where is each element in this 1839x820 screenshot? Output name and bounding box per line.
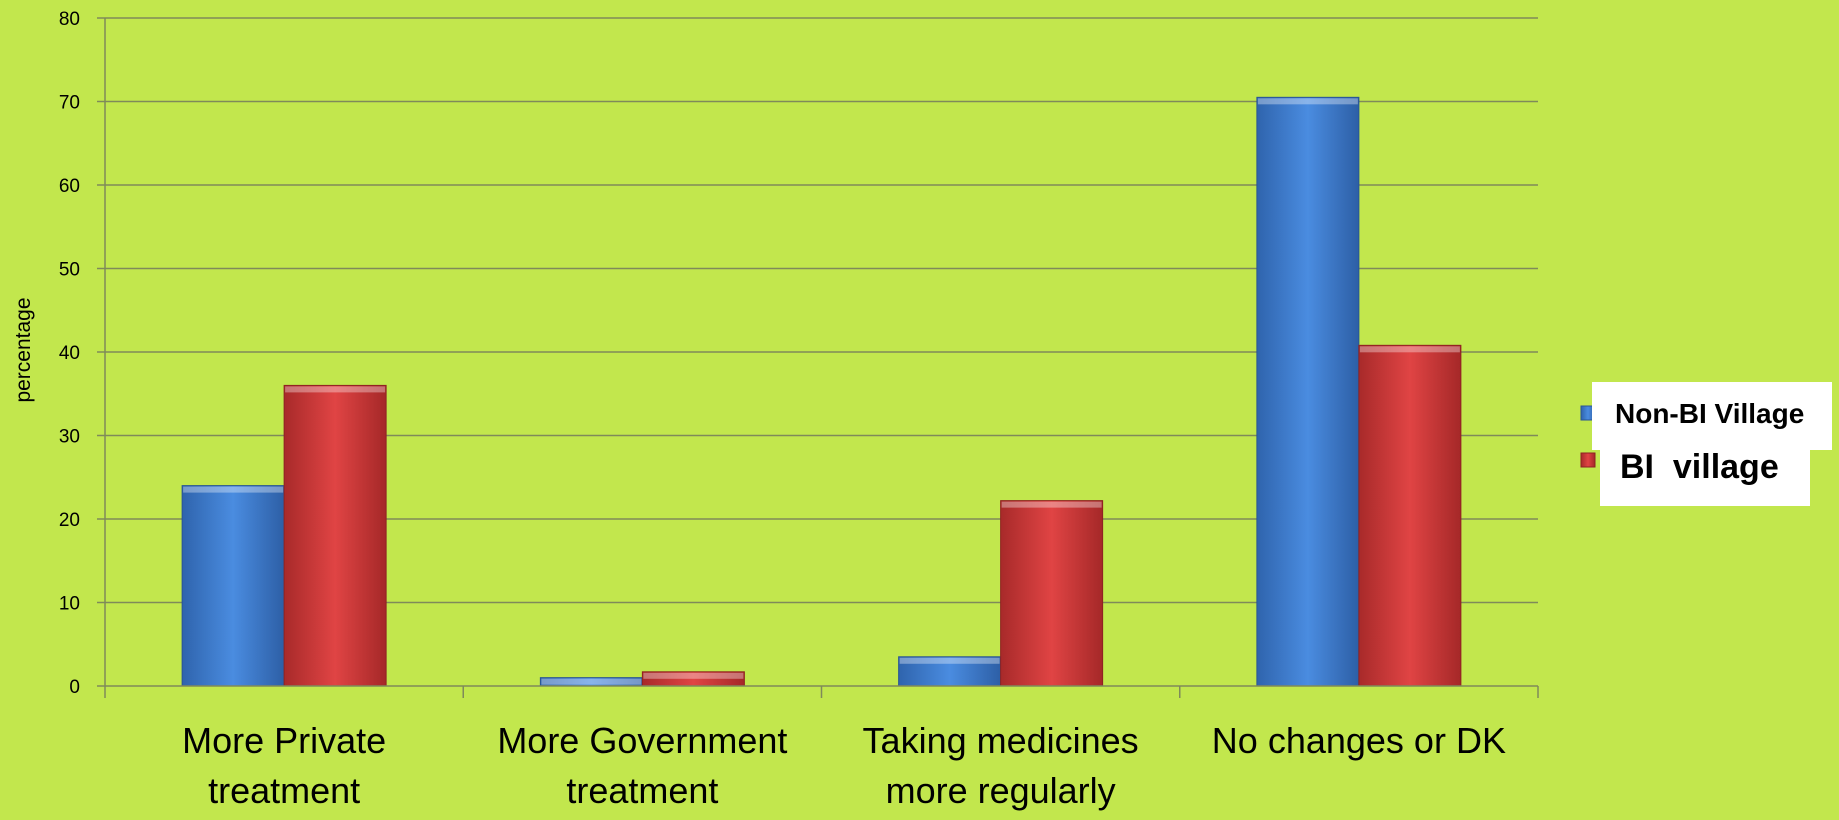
y-tick-label: 40 — [59, 343, 80, 364]
bar-highlight — [285, 386, 386, 393]
y-tick-label: 80 — [59, 9, 80, 30]
legend-label-non-bi-village: Non-BI Village — [1615, 398, 1805, 429]
x-tick-label: No changes or DK — [1212, 720, 1506, 761]
x-tick-labels: More Private treatment More Government trea… — [182, 720, 1506, 811]
x-tick-label: More Private treatment — [182, 720, 386, 811]
bar-highlight — [541, 678, 642, 685]
y-tick-label: 50 — [59, 260, 80, 281]
legend-swatches — [1580, 405, 1596, 468]
y-tick-label: 20 — [59, 510, 80, 531]
bar-bi-village-3 — [1358, 344, 1462, 687]
x-tick-label: More Government treatment — [497, 720, 787, 811]
bars — [181, 96, 1462, 687]
bar-highlight — [1359, 346, 1460, 353]
bar-highlight — [1257, 98, 1358, 105]
bar-non-bi-village-0 — [181, 485, 285, 687]
y-axis-title: percentage — [12, 297, 35, 402]
bar-highlight — [1001, 501, 1102, 508]
bar-bi-village-2 — [1000, 500, 1104, 687]
legend-item-bi-village: BI village — [1600, 434, 1810, 506]
y-tick-label: 0 — [69, 677, 80, 698]
bar-bi-village-0 — [283, 384, 387, 687]
x-tick-label: Taking medicines more regularly — [863, 720, 1139, 811]
axes — [97, 17, 1539, 698]
y-tick-labels: 0 10 20 30 40 50 60 70 80 — [59, 9, 80, 698]
bar-highlight — [183, 486, 284, 493]
y-tick-label: 60 — [59, 176, 80, 197]
bar-non-bi-village-3 — [1256, 96, 1360, 687]
y-tick-label: 10 — [59, 594, 80, 615]
bar-highlight — [643, 672, 744, 679]
y-tick-label: 70 — [59, 93, 80, 114]
legend-label-bi-village: BI village — [1620, 448, 1779, 486]
bar-highlight — [899, 657, 1000, 664]
legend-swatch-bi-village — [1580, 452, 1596, 468]
y-tick-label: 30 — [59, 427, 80, 448]
